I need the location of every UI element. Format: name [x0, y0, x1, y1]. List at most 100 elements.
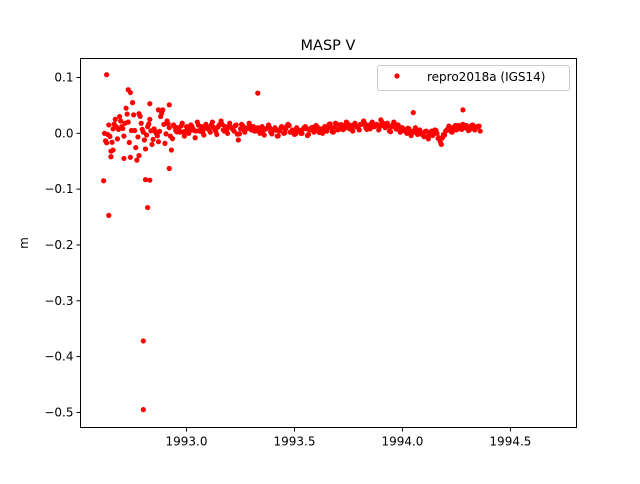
data-point: [410, 110, 416, 116]
data-point: [108, 154, 114, 160]
data-point: [110, 147, 116, 153]
data-point: [178, 123, 184, 129]
data-point: [426, 132, 433, 138]
data-point: [314, 124, 320, 130]
data-point: [138, 120, 144, 126]
x-tick-label: 1994.0: [381, 435, 423, 449]
data-point: [476, 123, 482, 129]
data-point: [152, 129, 158, 135]
data-point: [392, 121, 398, 127]
x-tick-label: 1993.5: [273, 435, 315, 449]
data-point: [255, 90, 261, 96]
data-point: [137, 113, 143, 119]
data-point: [106, 122, 112, 128]
x-axis: 1993.0 1993.5 1994.0 1994.5: [166, 427, 531, 449]
data-point: [249, 124, 255, 130]
data-point: [433, 127, 439, 134]
data-point: [422, 129, 428, 135]
data-point: [147, 177, 153, 183]
chart-title: MASP V: [301, 38, 356, 54]
data-point: [102, 138, 109, 144]
data-point: [166, 125, 172, 131]
data-point: [146, 121, 152, 127]
y-axis: 0.1 0.0 −0.1 −0.2 −0.3 −0.4 −0.5: [44, 70, 81, 419]
data-point: [192, 135, 198, 141]
y-axis-label: m: [17, 237, 31, 249]
data-point: [120, 125, 126, 132]
data-point: [223, 127, 230, 134]
data-point: [145, 204, 151, 211]
data-point: [238, 121, 245, 127]
data-point: [344, 120, 350, 126]
data-point: [115, 126, 122, 132]
data-point: [232, 123, 238, 129]
data-point: [366, 125, 372, 131]
data-point: [154, 133, 160, 139]
data-point: [236, 131, 243, 137]
x-tick-label: 1994.5: [489, 435, 531, 449]
data-point: [267, 124, 273, 131]
data-point: [169, 136, 176, 142]
data-point: [261, 132, 267, 138]
data-point: [136, 153, 142, 159]
data-point: [387, 129, 394, 135]
data-point: [336, 126, 342, 132]
data-point: [405, 125, 411, 131]
data-point: [131, 112, 137, 118]
data-point: [377, 124, 383, 130]
data-point: [187, 128, 193, 134]
data-point: [109, 139, 115, 145]
data-point: [147, 116, 153, 122]
data-point: [292, 131, 299, 137]
data-point: [123, 105, 129, 111]
y-tick-label: 0.0: [54, 126, 73, 140]
y-tick-label: −0.3: [44, 294, 73, 308]
data-point: [140, 407, 146, 413]
data-point: [159, 110, 165, 116]
y-tick-label: −0.2: [44, 238, 73, 252]
data-point: [162, 140, 168, 146]
data-point: [235, 137, 241, 143]
data-point: [118, 118, 124, 124]
legend-label: repro2018a (IGS14): [427, 70, 545, 84]
data-point: [327, 121, 333, 127]
data-point: [104, 72, 110, 78]
data-point: [124, 111, 130, 117]
data-point: [106, 212, 112, 218]
data-point: [114, 136, 121, 142]
data-point: [275, 133, 281, 139]
data-point: [460, 107, 466, 113]
legend-marker: [394, 73, 400, 79]
data-points: [101, 72, 483, 413]
x-tick-label: 1993.0: [166, 435, 208, 449]
data-point: [181, 133, 187, 139]
data-point: [286, 122, 292, 129]
data-point: [444, 127, 450, 133]
data-point: [273, 127, 279, 133]
data-point: [441, 132, 448, 138]
data-point: [165, 121, 171, 127]
data-point: [280, 125, 286, 131]
y-tick-label: −0.1: [44, 182, 73, 196]
data-point: [470, 122, 476, 128]
legend: repro2018a (IGS14): [377, 65, 570, 91]
data-point: [172, 124, 178, 130]
data-point: [112, 116, 118, 122]
data-point: [163, 131, 169, 137]
data-point: [446, 123, 452, 129]
data-point: [189, 123, 195, 129]
data-point: [385, 123, 392, 129]
data-point: [303, 126, 309, 132]
legend-box: [377, 65, 570, 91]
data-point: [121, 133, 127, 139]
data-point: [142, 146, 149, 152]
data-point: [127, 89, 133, 96]
data-point: [149, 141, 155, 148]
data-point: [148, 128, 154, 134]
data-point: [121, 155, 127, 162]
data-point: [126, 139, 132, 146]
data-point: [213, 128, 219, 134]
data-point: [193, 128, 199, 134]
data-point: [477, 128, 483, 134]
data-point: [155, 139, 162, 145]
